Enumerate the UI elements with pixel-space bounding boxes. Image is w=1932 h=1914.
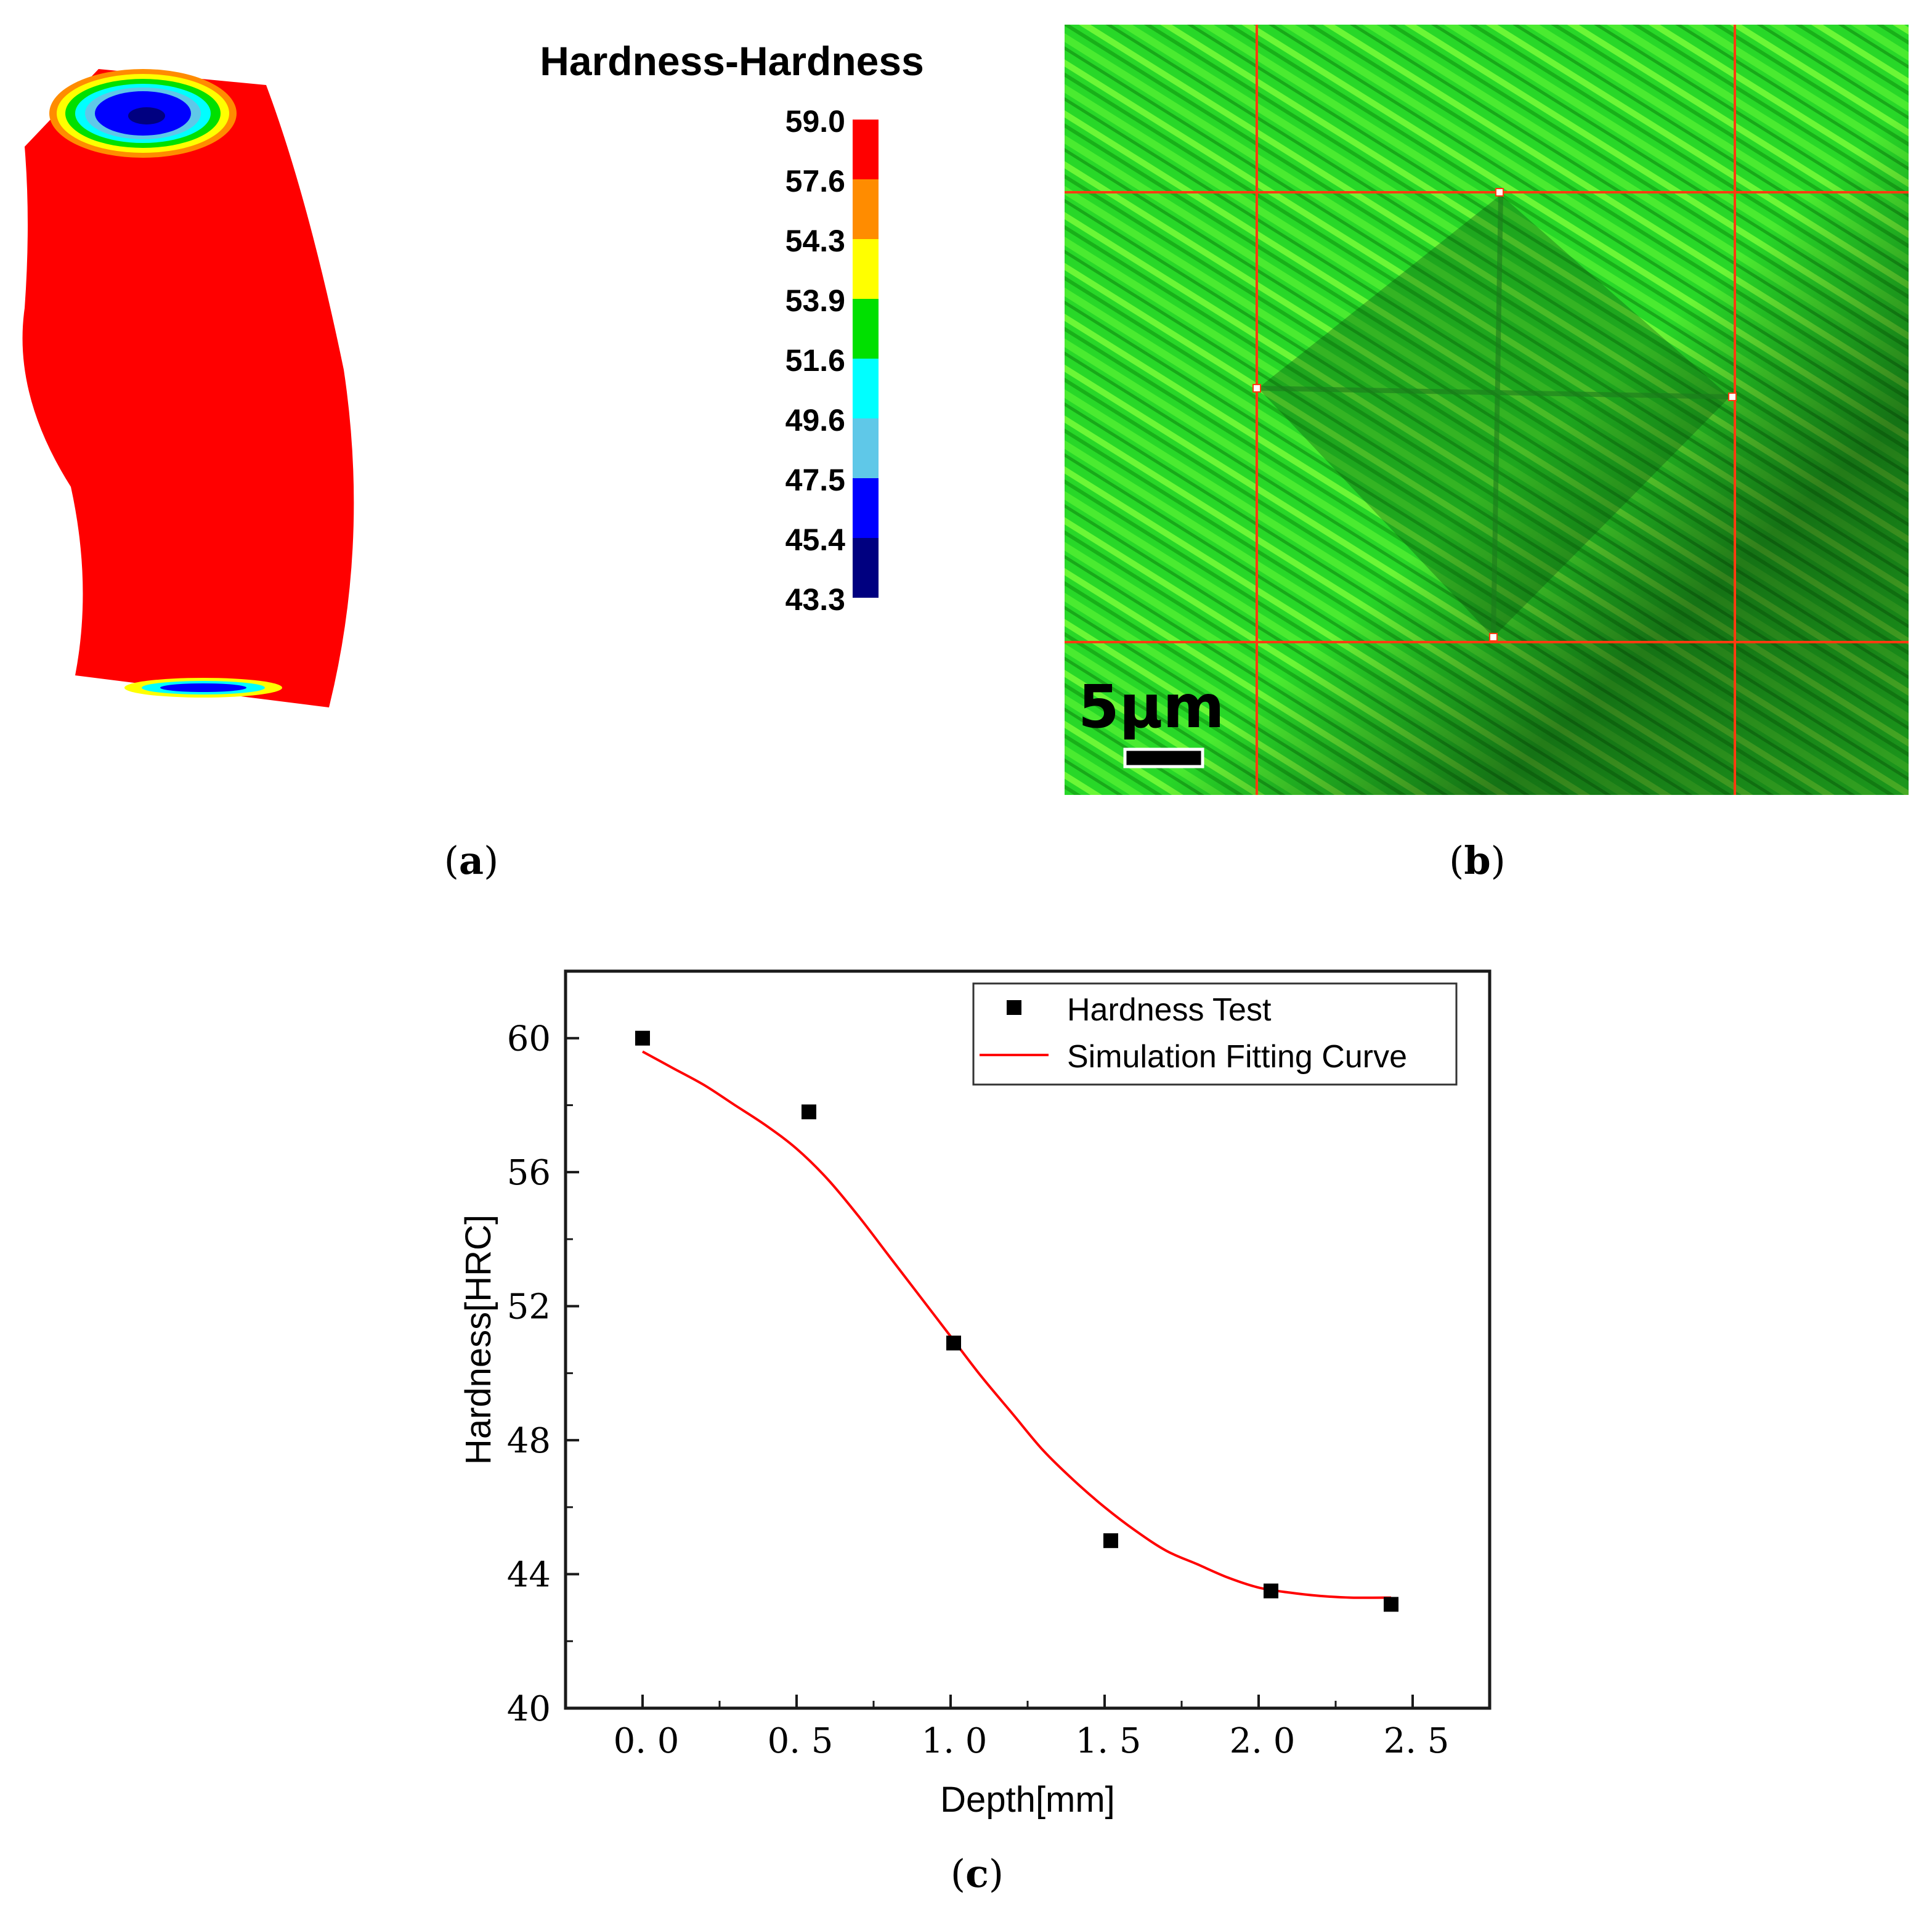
indentation-diagonals [1257,194,1731,638]
y-tick-label: 56 [507,1153,551,1193]
x-tick-label: 2. 5 [1384,1721,1450,1761]
legend-label-hardness-test: Hardness Test [1067,992,1272,1028]
hardness-test-point [635,1030,650,1046]
colorbar-segment [853,478,879,538]
colorbar-segment [853,538,879,598]
micrograph-shading [1065,25,1909,795]
legend-marker-hardness-test [1007,1000,1021,1015]
x-tick-label: 1. 0 [922,1721,988,1761]
x-tick-label: 2. 0 [1230,1721,1296,1761]
y-tick-label: 40 [507,1689,551,1729]
legend-box [972,982,1458,1086]
y-tick-labels: 40 44 48 52 56 60 [507,1019,551,1729]
legend: Hardness Test Simulation Fitting Curve [972,982,1458,1086]
colorbar-label: 57.6 [785,164,845,198]
caption-b: (b) [1449,838,1506,883]
caption-a: (a) [444,838,499,883]
panel-a: Hardness-Hardness 59.0 57.6 54.3 53.9 51.6 49… [22,38,924,883]
colorbar-label: 45.4 [785,523,846,557]
colorbar-segment [853,120,879,179]
hardness-test-points [635,1030,1398,1612]
x-axis-title: Depth[mm] [940,1780,1115,1820]
colorbar-segment [853,179,879,239]
colorbar-label: 53.9 [785,283,845,318]
y-tick-label: 60 [507,1019,551,1059]
colorbar [853,120,879,598]
hardness-test-point [1384,1597,1398,1612]
top-hotspot [49,69,237,158]
hardness-test-point [1264,1583,1278,1598]
x-tick-label: 1. 5 [1076,1721,1142,1761]
indentation-mark [1258,195,1730,637]
colorbar-label: 54.3 [785,224,845,258]
caption-c: (c) [951,1851,1004,1896]
scale-bar-label: 5μm [1078,672,1224,741]
colorbar-label: 47.5 [785,463,845,497]
panel-c: 0. 0 0. 5 1. 0 1. 5 2. 0 2. 5 40 44 48 52 56 60 De… [458,969,1492,1896]
axis-ticks [564,970,1491,1709]
colorbar-segment [853,418,879,478]
colorbar-segment [853,359,879,418]
y-tick-label: 52 [507,1287,551,1327]
colorbar-label: 51.6 [785,343,845,378]
colorbar-label: 59.0 [785,104,845,139]
x-tick-label: 0. 0 [614,1721,680,1761]
panel-b: 5μm (b) [1065,25,1909,883]
measurement-grid [1065,25,1909,795]
hardness-test-point [802,1104,816,1120]
legend-title: Hardness-Hardness [540,38,924,84]
grid-markers [1252,188,1737,641]
y-tick-label: 44 [507,1555,551,1595]
colorbar-label: 49.6 [785,403,845,438]
y-axis-title: Hardness[HRC] [458,1215,498,1465]
colorbar-labels: 59.0 57.6 54.3 53.9 51.6 49.6 47.5 45.4 43.3 [785,104,846,617]
x-tick-labels: 0. 0 0. 5 1. 0 1. 5 2. 0 2. 5 [614,1721,1450,1761]
bottom-hotspot [124,678,282,698]
colorbar-segment [853,239,879,299]
colorbar-segment [853,299,879,359]
colorbar-label: 43.3 [785,582,845,617]
simulation-fitting-curve [642,1050,1392,1599]
hardness-test-point [1103,1533,1118,1549]
hardness-test-point [946,1335,961,1351]
scale-bar [1123,747,1204,768]
x-tick-label: 0. 5 [768,1721,834,1761]
part-body [22,69,354,707]
y-tick-label: 48 [507,1421,551,1461]
legend-label-fitting-curve: Simulation Fitting Curve [1067,1039,1407,1075]
